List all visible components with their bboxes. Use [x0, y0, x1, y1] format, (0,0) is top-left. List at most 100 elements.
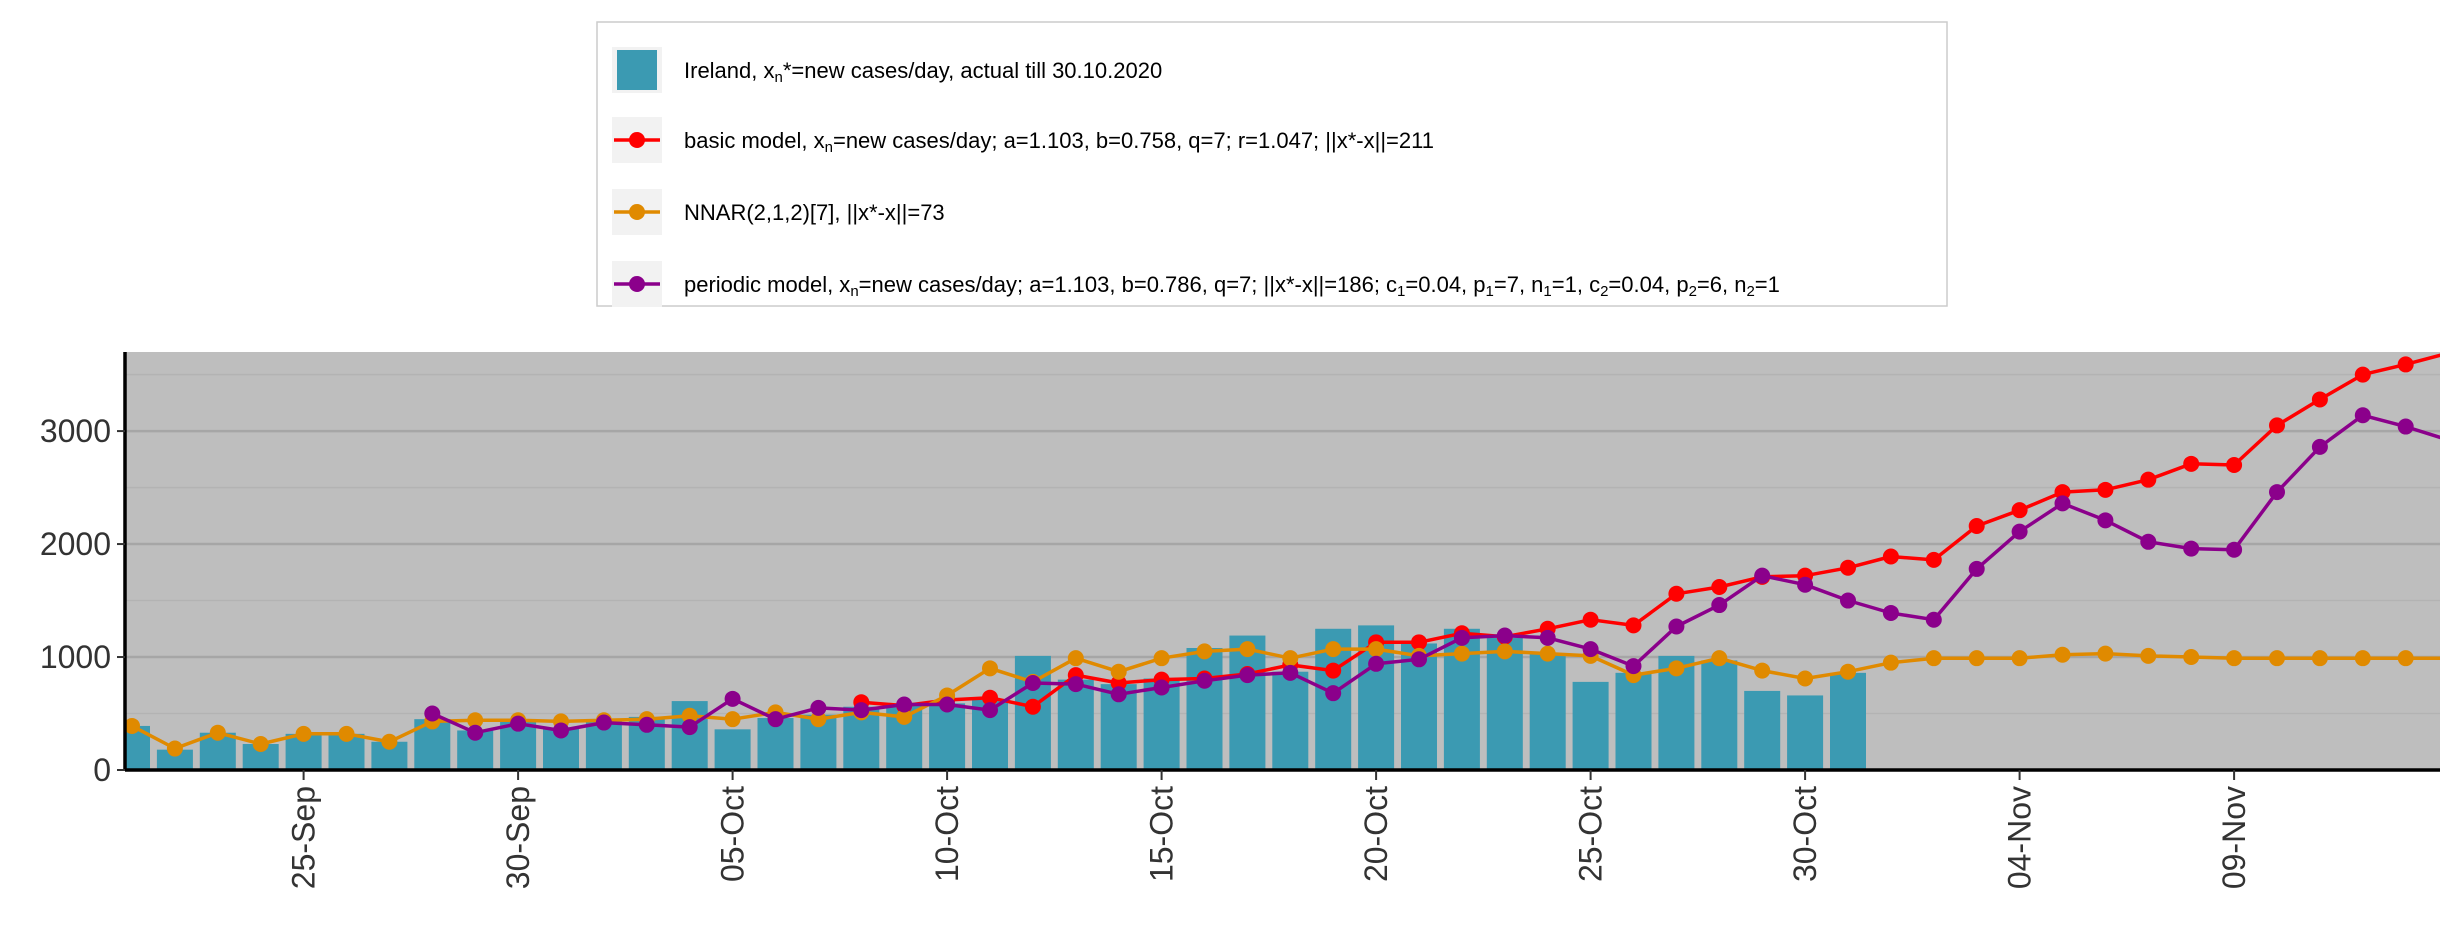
data-point — [2140, 471, 2157, 488]
data-point — [1153, 650, 1170, 667]
data-point — [1411, 634, 1427, 651]
data-point — [810, 711, 827, 728]
data-point — [2011, 502, 2028, 519]
data-point — [1110, 675, 1127, 692]
data-point — [1668, 618, 1685, 635]
bar-series — [125, 625, 1866, 770]
bar — [1529, 653, 1566, 770]
data-point — [2269, 417, 2285, 434]
bar — [1830, 672, 1866, 770]
x-tick-label: 25-Oct — [1573, 786, 1609, 882]
data-point — [1797, 576, 1814, 593]
x-tick-label: 30-Oct — [1787, 786, 1823, 882]
data-point — [2183, 540, 2200, 557]
bar — [929, 703, 966, 770]
data-point — [638, 716, 655, 733]
x-tick-label: 04-Nov — [2002, 786, 2038, 889]
data-point — [1496, 643, 1513, 660]
bar — [1186, 647, 1223, 770]
legend-marker — [629, 204, 645, 220]
data-point — [2097, 512, 2114, 529]
data-point — [2226, 650, 2243, 667]
data-point — [2183, 455, 2200, 472]
legend-label-text: NNAR(2,1,2)[7], ||x*-x||=73 — [684, 200, 945, 225]
legend-label-text: =0.04, p — [1405, 272, 1485, 297]
bar — [1615, 672, 1652, 770]
data-point — [2011, 523, 2028, 540]
data-point — [1840, 663, 1856, 680]
data-point — [2054, 495, 2071, 512]
bar — [1057, 679, 1094, 770]
legend-label-text: =0.04, p — [1608, 272, 1688, 297]
data-point — [124, 717, 140, 734]
data-point — [724, 711, 741, 728]
legend-label-text: periodic model, x — [684, 272, 850, 297]
data-point — [1882, 654, 1899, 671]
data-point — [1110, 663, 1127, 680]
series-periodic-model — [424, 407, 2440, 741]
data-point — [1325, 685, 1342, 702]
legend-label-text: =1, c — [1552, 272, 1600, 297]
y-tick-label: 3000 — [40, 413, 111, 449]
data-point — [1539, 645, 1556, 662]
data-point — [1625, 658, 1642, 675]
data-point — [982, 689, 998, 706]
data-point — [338, 725, 355, 742]
data-point — [1711, 650, 1728, 667]
legend-label-text: =1 — [1755, 272, 1780, 297]
legend-label-subscript: n — [850, 283, 858, 300]
legend-label: basic model, xn=new cases/day; a=1.103, … — [684, 128, 1434, 156]
data-point — [1754, 662, 1771, 679]
data-point — [1067, 650, 1084, 667]
legend-marker — [629, 132, 645, 148]
legend-item-4: periodic model, xn=new cases/day; a=1.10… — [612, 261, 1780, 307]
data-point — [2269, 650, 2285, 667]
bar — [1744, 690, 1781, 770]
data-point — [2054, 484, 2071, 501]
data-point — [1840, 559, 1856, 576]
data-point — [1625, 617, 1642, 634]
legend-label: Ireland, xn*=new cases/day, actual till … — [684, 58, 1162, 86]
legend-label: periodic model, xn=new cases/day; a=1.10… — [684, 272, 1780, 300]
data-point — [1282, 650, 1299, 667]
data-point — [467, 712, 484, 729]
data-point — [1582, 641, 1599, 658]
data-point — [2311, 391, 2328, 408]
bar — [714, 729, 751, 770]
y-tick-label: 0 — [93, 752, 111, 788]
data-point — [2397, 418, 2414, 435]
data-point — [1797, 670, 1814, 687]
data-point — [1539, 629, 1556, 646]
data-point — [1325, 662, 1342, 679]
data-point — [982, 702, 998, 719]
data-point — [896, 696, 913, 713]
data-point — [2354, 366, 2371, 383]
data-point — [1368, 655, 1385, 672]
data-point — [1668, 585, 1685, 602]
data-point — [1110, 686, 1127, 703]
data-point — [2311, 438, 2328, 455]
data-point — [2097, 481, 2114, 498]
x-tick-label: 10-Oct — [929, 786, 965, 882]
data-point — [681, 707, 698, 724]
data-point — [1239, 641, 1256, 658]
data-point — [1325, 641, 1342, 658]
legend-item-3: NNAR(2,1,2)[7], ||x*-x||=73 — [612, 189, 945, 235]
x-axis-ticks: 25-Sep 30-Sep 05-Oct 10-Oct 15-Oct 20-Oct 25-O… — [286, 770, 2252, 889]
x-tick-label: 30-Sep — [500, 786, 536, 889]
data-point — [982, 660, 998, 677]
bar — [1572, 681, 1609, 770]
data-point — [2226, 541, 2243, 558]
data-point — [1968, 650, 1985, 667]
data-point — [2097, 645, 2114, 662]
legend-label-subscript: n — [775, 69, 783, 86]
data-point — [1582, 611, 1599, 628]
data-point — [767, 711, 784, 728]
data-point — [2183, 649, 2200, 666]
data-point — [1411, 651, 1427, 668]
legend-label-subscript: 1 — [1397, 283, 1405, 300]
legend-label-subscript: 2 — [1600, 283, 1608, 300]
legend-label-text: *=new cases/day, actual till 30.10.2020 — [783, 58, 1162, 83]
data-point — [2311, 650, 2328, 667]
bar — [1272, 671, 1309, 770]
